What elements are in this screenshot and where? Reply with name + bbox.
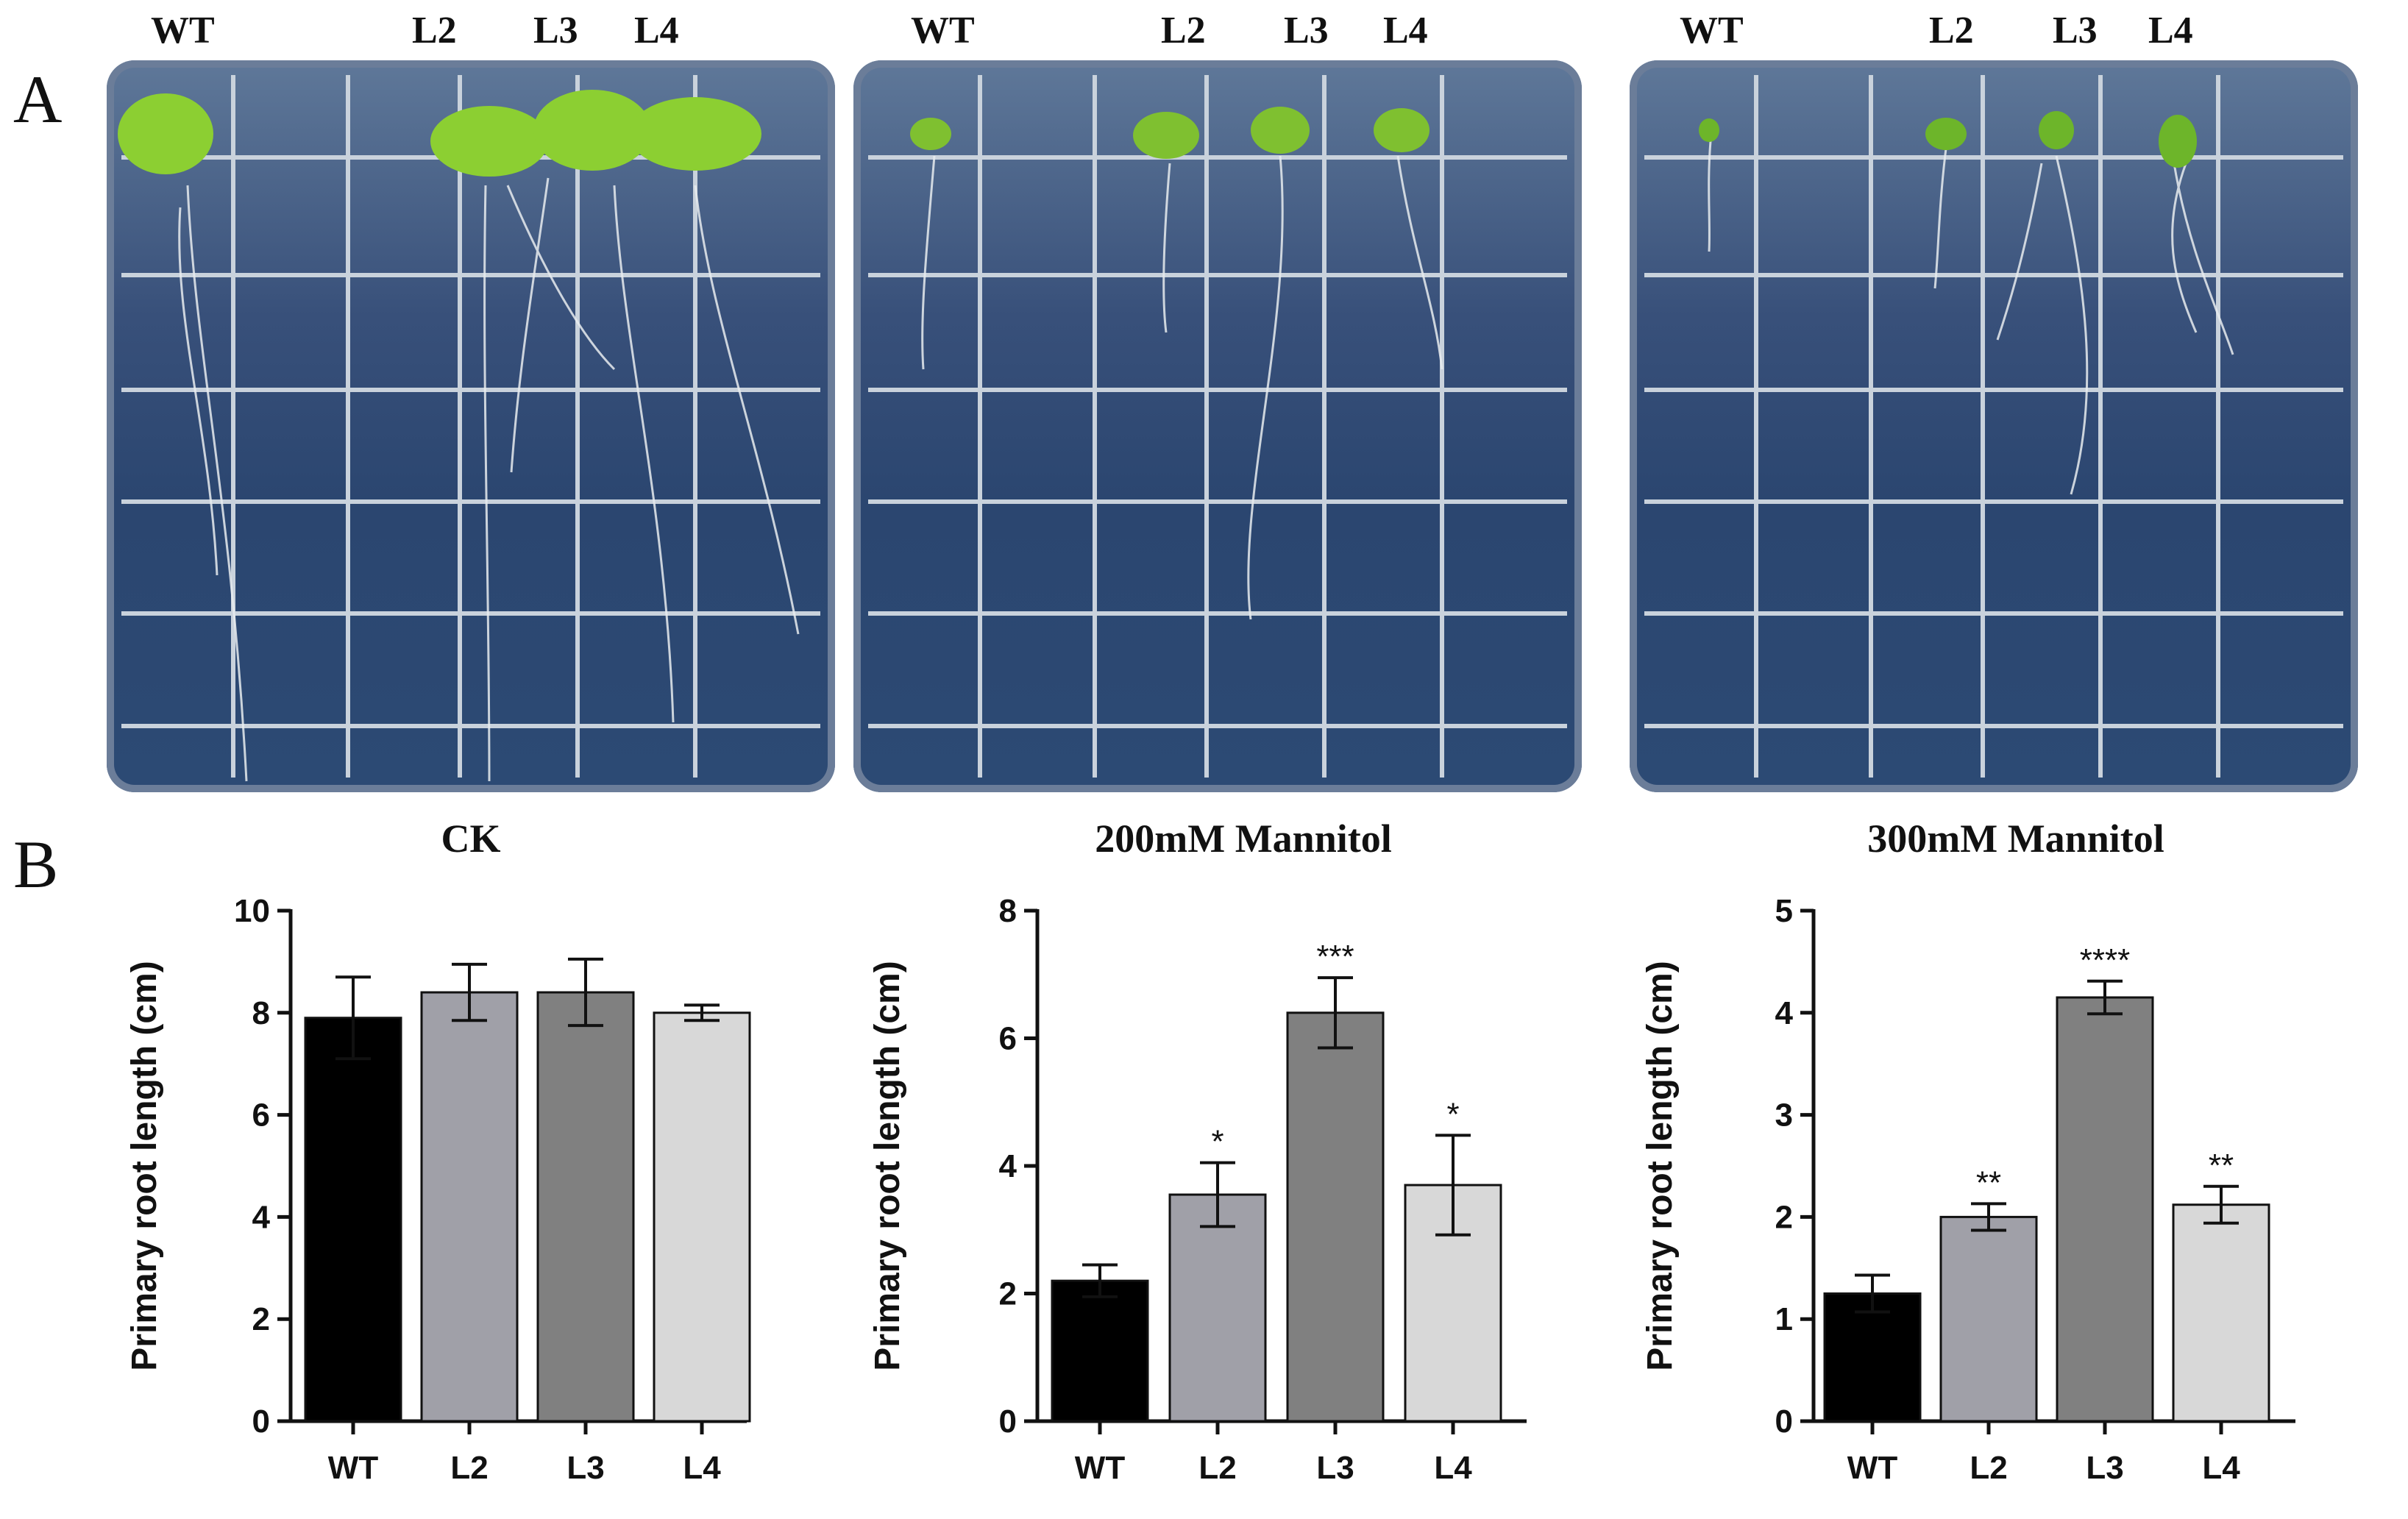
plate-300mm-photo (1630, 60, 2358, 792)
bar-chart-ck: CK Primary root length (cm) 0 2 4 6 8 10 WT L2 L3 L… (125, 817, 751, 1486)
plate1-label-l3: L3 (533, 10, 578, 51)
plate2-label-wt: WT (911, 10, 975, 51)
bar-l4 (2172, 1203, 2270, 1423)
y-axis-label: Primary root length (cm) (868, 961, 907, 1370)
y-tick-label: 4 (252, 1199, 271, 1235)
x-tick-label-l3: L3 (1316, 1450, 1354, 1486)
chart-title: 200mM Mannitol (1095, 817, 1391, 861)
y-tick-label: 6 (999, 1021, 1017, 1057)
bar-wt (1823, 1292, 1922, 1423)
x-tick-label-l4: L4 (683, 1450, 721, 1486)
plate-300mm-grid (1644, 75, 2343, 778)
plate-200mm-photo (853, 60, 1582, 792)
y-tick-label: 2 (999, 1276, 1017, 1312)
panel-letter-b: B (13, 827, 59, 902)
panel-letter-a: A (13, 62, 63, 137)
plate3-label-l2: L2 (1929, 10, 1974, 51)
chart-title: CK (441, 817, 501, 861)
y-tick-label: 0 (1775, 1404, 1793, 1440)
y-tick-label: 2 (1775, 1199, 1793, 1235)
plate3-label-wt: WT (1680, 10, 1744, 51)
plate1-label-l2: L2 (412, 10, 457, 51)
plate3-label-l3: L3 (2053, 10, 2098, 51)
significance-label-l2: ** (1976, 1164, 2001, 1200)
y-tick-label: 3 (1775, 1098, 1793, 1134)
y-tick-label: 2 (252, 1301, 270, 1337)
bar-l3 (2056, 996, 2154, 1423)
bar-l2 (1168, 1193, 1267, 1423)
x-tick-label-l3: L3 (567, 1450, 604, 1486)
significance-label-l4: * (1446, 1096, 1459, 1132)
bar-chart-200mm-mannitol: 200mM Mannitol Primary root length (cm) 0 2… (868, 817, 1527, 1486)
plate2-label-l3: L3 (1284, 10, 1329, 51)
y-tick-label: 1 (1775, 1301, 1793, 1337)
plate-ck-grid (118, 75, 820, 782)
y-tick-label: 4 (1775, 995, 1794, 1031)
bar-l2 (1939, 1215, 2038, 1423)
x-tick-label-l2: L2 (450, 1450, 488, 1486)
y-tick-label: 0 (999, 1404, 1017, 1440)
x-tick-label-l2: L2 (1198, 1450, 1236, 1486)
significance-label-l4: ** (2209, 1148, 2234, 1184)
bar-l2 (420, 991, 519, 1423)
y-tick-label: 0 (252, 1404, 270, 1440)
significance-label-l2: * (1211, 1124, 1223, 1160)
x-tick-label-l3: L3 (2086, 1450, 2123, 1486)
y-axis-label: Primary root length (cm) (1641, 961, 1680, 1370)
bar-l3 (1286, 1011, 1385, 1423)
x-tick-label-l4: L4 (2202, 1450, 2240, 1486)
plate-ck-photo (107, 60, 835, 792)
y-tick-label: 10 (234, 893, 270, 929)
x-tick-label-l4: L4 (1434, 1450, 1472, 1486)
plate-200mm-grid (868, 75, 1567, 778)
plate1-label-wt: WT (151, 10, 215, 51)
x-tick-label-wt: WT (1847, 1450, 1898, 1486)
y-tick-label: 5 (1775, 893, 1793, 929)
plate1-label-l4: L4 (634, 10, 679, 51)
bar-l4 (653, 1011, 751, 1423)
x-tick-label-l2: L2 (1970, 1450, 2007, 1486)
y-tick-label: 8 (999, 893, 1017, 929)
y-axis-label: Primary root length (cm) (125, 961, 164, 1370)
plate2-label-l2: L2 (1161, 10, 1206, 51)
bar-wt (304, 1017, 402, 1423)
bar-l3 (536, 991, 635, 1423)
y-tick-label: 6 (252, 1098, 270, 1134)
x-tick-label-wt: WT (1075, 1450, 1126, 1486)
x-tick-label-wt: WT (328, 1450, 379, 1486)
significance-label-l3: *** (1316, 939, 1354, 975)
plate2-label-l4: L4 (1383, 10, 1428, 51)
bar-chart-300mm-mannitol: 300mM Mannitol Primary root length (cm) 0 1… (1641, 817, 2295, 1486)
significance-label-l3: **** (2080, 942, 2131, 978)
plate3-label-l4: L4 (2148, 10, 2193, 51)
y-tick-label: 8 (252, 995, 270, 1031)
y-tick-label: 4 (999, 1148, 1017, 1184)
chart-title: 300mM Mannitol (1867, 817, 2164, 861)
bar-wt (1051, 1279, 1149, 1423)
